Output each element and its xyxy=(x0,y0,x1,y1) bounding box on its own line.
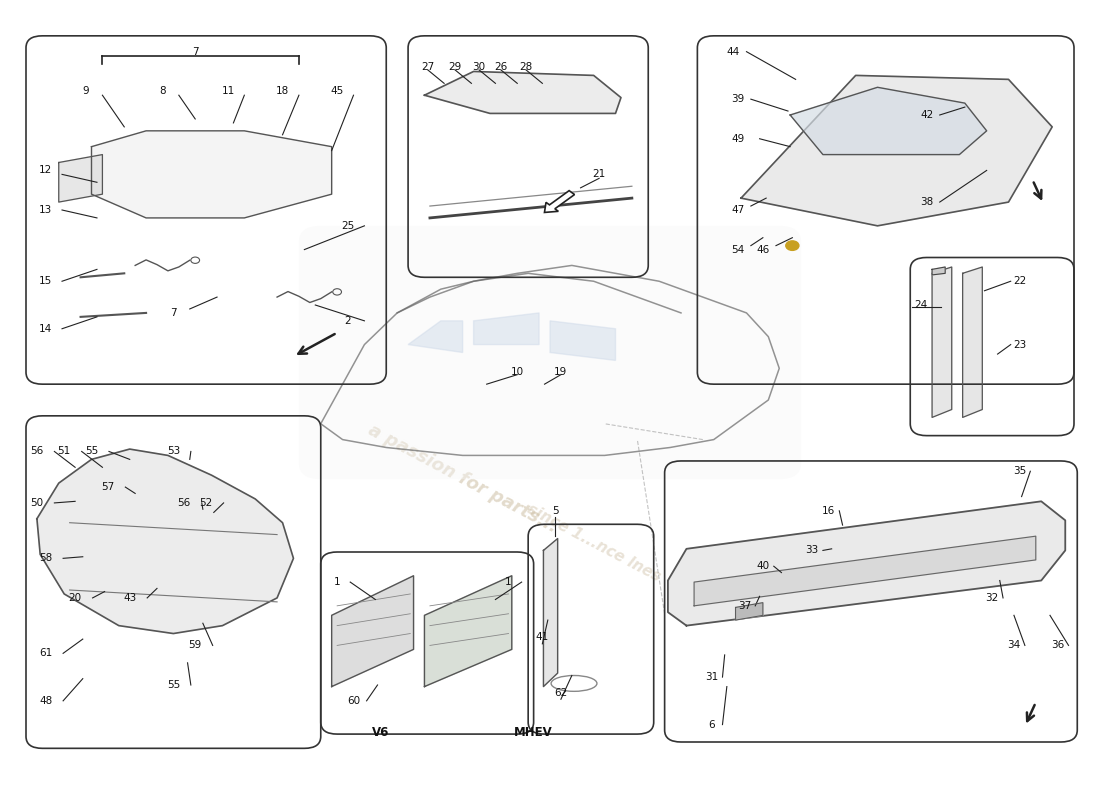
Text: 61: 61 xyxy=(39,648,53,658)
Text: 43: 43 xyxy=(123,593,136,603)
Text: 8: 8 xyxy=(160,86,166,96)
Circle shape xyxy=(785,241,799,250)
Text: 34: 34 xyxy=(1008,641,1021,650)
Text: 2: 2 xyxy=(344,316,351,326)
Text: 5: 5 xyxy=(552,506,559,516)
Text: 52: 52 xyxy=(199,498,212,508)
Text: 23: 23 xyxy=(1013,339,1026,350)
Text: 24: 24 xyxy=(914,300,927,310)
Text: 9: 9 xyxy=(82,86,89,96)
Text: 13: 13 xyxy=(39,205,53,215)
Text: 18: 18 xyxy=(276,86,289,96)
Text: 7: 7 xyxy=(170,308,177,318)
Text: MHEV: MHEV xyxy=(514,726,553,739)
Text: 45: 45 xyxy=(330,86,343,96)
Polygon shape xyxy=(790,87,987,154)
Text: 51: 51 xyxy=(57,446,70,457)
Text: 1: 1 xyxy=(333,577,340,587)
Text: 28: 28 xyxy=(519,62,532,73)
Polygon shape xyxy=(474,313,539,345)
Text: 40: 40 xyxy=(757,562,769,571)
Text: 42: 42 xyxy=(920,110,933,120)
Text: 1: 1 xyxy=(505,577,512,587)
Text: 19: 19 xyxy=(554,367,568,378)
FancyBboxPatch shape xyxy=(299,226,801,479)
Polygon shape xyxy=(37,449,294,634)
Polygon shape xyxy=(962,267,982,418)
Text: 31: 31 xyxy=(705,672,718,682)
Text: 30: 30 xyxy=(473,62,485,73)
Text: 47: 47 xyxy=(732,205,745,215)
Text: 55: 55 xyxy=(85,446,98,457)
Text: 33: 33 xyxy=(805,546,818,555)
Text: 37: 37 xyxy=(738,601,751,611)
Polygon shape xyxy=(741,75,1053,226)
Text: 60: 60 xyxy=(346,696,360,706)
Text: 11: 11 xyxy=(221,86,234,96)
Text: since 1...nce lnes: since 1...nce lnes xyxy=(525,501,663,584)
Text: 46: 46 xyxy=(756,245,770,254)
Text: 20: 20 xyxy=(68,593,81,603)
Polygon shape xyxy=(668,502,1065,626)
Polygon shape xyxy=(425,71,622,114)
Text: 54: 54 xyxy=(732,245,745,254)
Polygon shape xyxy=(91,131,332,218)
Text: 56: 56 xyxy=(31,446,44,457)
Polygon shape xyxy=(550,321,616,361)
Text: 62: 62 xyxy=(554,688,568,698)
Polygon shape xyxy=(543,538,558,686)
Polygon shape xyxy=(932,267,952,418)
Text: 56: 56 xyxy=(178,498,191,508)
Text: 27: 27 xyxy=(421,62,434,73)
Text: 16: 16 xyxy=(822,506,835,516)
Text: 53: 53 xyxy=(167,446,180,457)
Polygon shape xyxy=(58,154,102,202)
Polygon shape xyxy=(408,321,463,353)
Text: 57: 57 xyxy=(101,482,114,492)
Text: 12: 12 xyxy=(39,166,53,175)
Polygon shape xyxy=(932,267,945,275)
Text: 55: 55 xyxy=(167,680,180,690)
Text: 41: 41 xyxy=(536,633,549,642)
Text: 48: 48 xyxy=(39,696,53,706)
Text: 50: 50 xyxy=(31,498,44,508)
Text: 32: 32 xyxy=(986,593,999,603)
Text: 58: 58 xyxy=(39,554,53,563)
Text: 6: 6 xyxy=(708,719,715,730)
Text: 26: 26 xyxy=(494,62,507,73)
Polygon shape xyxy=(332,576,414,686)
Polygon shape xyxy=(425,576,512,686)
Text: 39: 39 xyxy=(732,94,745,104)
Text: 7: 7 xyxy=(191,46,198,57)
Text: V6: V6 xyxy=(372,726,389,739)
Text: 36: 36 xyxy=(1050,641,1065,650)
Text: 29: 29 xyxy=(449,62,462,73)
Text: 44: 44 xyxy=(727,46,740,57)
Text: 10: 10 xyxy=(510,367,524,378)
Text: 22: 22 xyxy=(1013,276,1026,286)
Text: 21: 21 xyxy=(593,170,606,179)
Text: 25: 25 xyxy=(341,221,354,231)
Text: 49: 49 xyxy=(732,134,745,144)
Text: 59: 59 xyxy=(188,641,201,650)
Text: 15: 15 xyxy=(39,276,53,286)
Text: 14: 14 xyxy=(39,324,53,334)
FancyArrow shape xyxy=(544,190,574,213)
Text: 38: 38 xyxy=(920,197,933,207)
Polygon shape xyxy=(694,536,1036,606)
Text: 35: 35 xyxy=(1013,466,1026,476)
Text: a passion for parts...: a passion for parts... xyxy=(365,422,560,537)
Polygon shape xyxy=(736,602,763,620)
